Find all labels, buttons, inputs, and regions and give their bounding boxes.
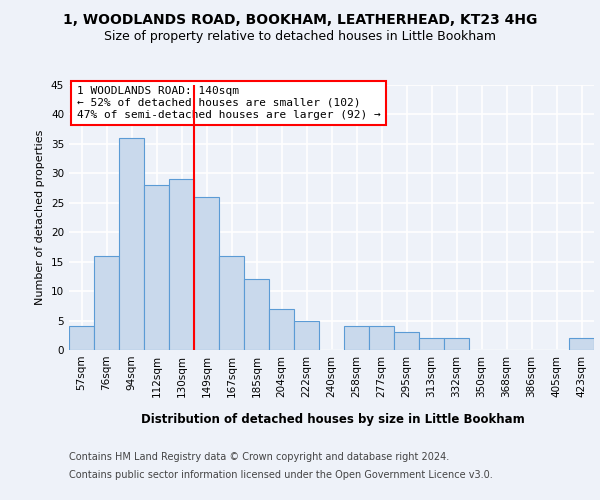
Text: Contains public sector information licensed under the Open Government Licence v3: Contains public sector information licen… [69,470,493,480]
Bar [219,256,244,350]
Bar [369,326,394,350]
Bar [444,338,469,350]
Bar [194,197,219,350]
Bar [94,256,119,350]
Text: 1, WOODLANDS ROAD, BOOKHAM, LEATHERHEAD, KT23 4HG: 1, WOODLANDS ROAD, BOOKHAM, LEATHERHEAD,… [63,12,537,26]
Bar [394,332,419,350]
Text: 1 WOODLANDS ROAD: 140sqm
← 52% of detached houses are smaller (102)
47% of semi-: 1 WOODLANDS ROAD: 140sqm ← 52% of detach… [77,86,380,120]
Text: Contains HM Land Registry data © Crown copyright and database right 2024.: Contains HM Land Registry data © Crown c… [69,452,449,462]
Y-axis label: Number of detached properties: Number of detached properties [35,130,46,305]
Bar [269,309,294,350]
Bar [69,326,94,350]
Bar [169,179,194,350]
Bar [244,280,269,350]
Text: Distribution of detached houses by size in Little Bookham: Distribution of detached houses by size … [141,412,525,426]
Bar [119,138,144,350]
Text: Size of property relative to detached houses in Little Bookham: Size of property relative to detached ho… [104,30,496,43]
Bar [294,320,319,350]
Bar [419,338,444,350]
Bar [569,338,594,350]
Bar [144,185,169,350]
Bar [344,326,369,350]
